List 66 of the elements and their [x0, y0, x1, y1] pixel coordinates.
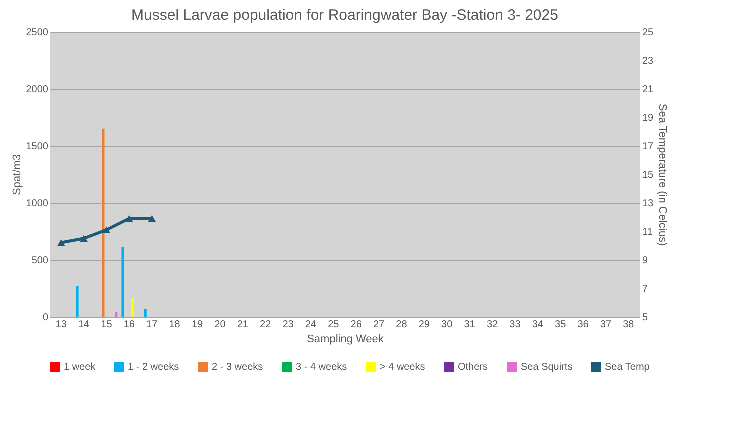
legend-label: Sea Squirts — [521, 362, 573, 373]
x-tick-label: 30 — [442, 320, 454, 330]
x-tick-label: 27 — [373, 320, 386, 330]
y2-tick-label: 25 — [642, 28, 654, 38]
x-tick-label: 29 — [418, 320, 430, 330]
y2-tick-label: 9 — [642, 256, 648, 266]
x-tick-label: 18 — [169, 320, 181, 330]
point — [148, 215, 156, 222]
point — [80, 235, 88, 242]
x-tick-label: 17 — [146, 320, 158, 330]
y2-tick-label: 23 — [642, 56, 654, 67]
y2-tick-label: 11 — [642, 227, 654, 238]
legend-label: Sea Temp — [605, 362, 650, 373]
legend-label: 3 - 4 weeks — [296, 362, 348, 373]
bar — [76, 286, 79, 317]
y-tick-label: 500 — [32, 256, 49, 266]
x-tick-label: 38 — [623, 320, 635, 330]
x-tick-label: 24 — [305, 320, 317, 330]
x-tick-label: 36 — [578, 320, 590, 330]
point — [102, 226, 111, 234]
legend-label: 1 - 2 weeks — [128, 362, 180, 373]
x-tick-label: 16 — [124, 320, 136, 330]
y2-tick-label: 19 — [642, 113, 654, 124]
x-tick-label: 37 — [600, 320, 612, 330]
x-tick-label: 20 — [214, 320, 226, 330]
y-tick-label: 1000 — [26, 198, 49, 210]
y2-tick-label: 15 — [642, 170, 654, 181]
x-tick-label: 21 — [237, 320, 249, 330]
x-axis-title: Sampling Week — [307, 334, 384, 346]
x-tick-label: 33 — [510, 320, 522, 330]
y2-tick-label: 17 — [642, 142, 654, 152]
y-tick-label: 2000 — [26, 84, 49, 96]
x-tick-label: 34 — [532, 320, 544, 330]
y2-tick-label: 7 — [642, 284, 648, 295]
y2-tick-label: 13 — [642, 198, 654, 210]
bar — [115, 312, 118, 317]
y-tick-label: 0 — [42, 312, 49, 324]
y2-tick-label: 5 — [642, 312, 648, 324]
y-axis-title: Spat/m3 — [11, 154, 24, 196]
x-tick-label: 13 — [56, 320, 68, 330]
legend-label: > 4 weeks — [380, 362, 426, 373]
y-tick-label: 1500 — [26, 142, 49, 152]
legend-label: 1 week — [64, 362, 97, 373]
y2-tick-label: 21 — [642, 84, 654, 96]
x-tick-label: 28 — [396, 320, 408, 330]
point — [126, 215, 134, 222]
x-tick-label: 32 — [486, 320, 498, 330]
bar — [144, 309, 147, 317]
x-tick-label: 15 — [101, 320, 113, 330]
bar — [122, 247, 124, 317]
bar — [102, 128, 105, 317]
x-tick-label: 26 — [350, 320, 362, 330]
legend-label: 2 - 3 weeks — [212, 362, 264, 373]
x-tick-label: 25 — [328, 320, 340, 330]
x-tick-label: 22 — [260, 320, 272, 330]
x-tick-label: 35 — [555, 320, 567, 330]
bar — [131, 298, 134, 317]
point — [57, 240, 66, 246]
y-tick-label: 2500 — [26, 28, 49, 38]
x-tick-label: 19 — [192, 320, 204, 330]
chart-title: Mussel Larvae population for Roaringwater Bay -Station 3- 2025 — [132, 7, 558, 24]
legend-label: Others — [458, 362, 488, 373]
y2-axis-title: Sea Temperature (in Celcius) — [656, 104, 669, 246]
x-tick-label: 14 — [78, 320, 90, 330]
x-tick-label: 31 — [464, 320, 476, 330]
x-tick-label: 23 — [282, 320, 294, 330]
